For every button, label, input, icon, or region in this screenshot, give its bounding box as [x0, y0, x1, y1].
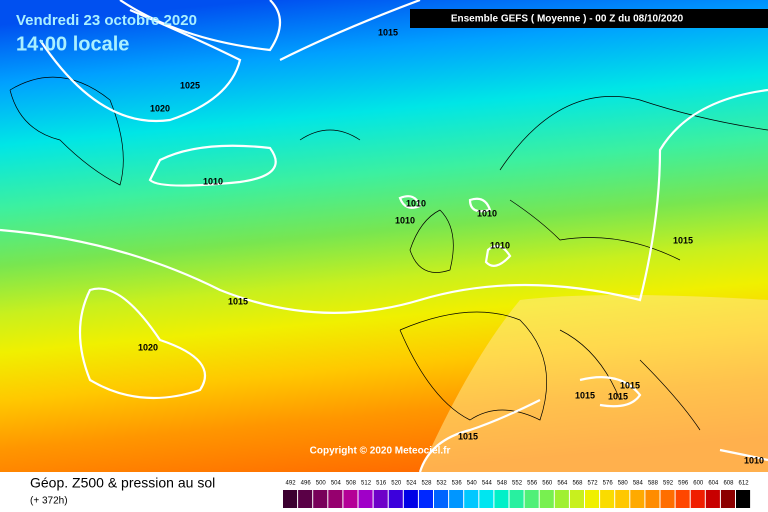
legend-label: 512 [361, 481, 372, 487]
map-time: 14:00 locale [16, 33, 129, 55]
legend-swatch [645, 490, 660, 508]
footer-lead: (+ 372h) [30, 496, 68, 507]
coastlines [9, 76, 768, 431]
legend-swatch [313, 490, 328, 508]
isobar-label: 1015 [228, 296, 248, 306]
isobar-label: 1020 [138, 342, 158, 352]
legend-swatch [358, 490, 373, 508]
legend: 492 496 500 504 508 512 516 520 524 528 532 536 540 5… [283, 481, 751, 508]
isobar-label: 1015 [608, 391, 628, 401]
legend-swatch [494, 490, 509, 508]
legend-label: 548 [497, 481, 508, 487]
legend-swatch [434, 490, 449, 508]
legend-swatch [283, 490, 298, 508]
isobar-label: 1010 [477, 208, 497, 218]
legend-swatch [585, 490, 600, 508]
isobar-label: 1015 [458, 431, 478, 441]
legend-label: 524 [406, 481, 417, 487]
copyright: Copyright © 2020 Meteociel.fr [310, 446, 451, 457]
isobar-label: 1010 [490, 240, 510, 250]
legend-swatch [615, 490, 630, 508]
legend-label: 568 [572, 481, 583, 487]
legend-swatch [298, 490, 313, 508]
legend-swatch [600, 490, 615, 508]
isobar-label: 1015 [673, 235, 693, 245]
legend-label: 556 [527, 481, 538, 487]
legend-swatch [705, 490, 720, 508]
legend-label: 576 [603, 481, 614, 487]
legend-label: 608 [723, 481, 734, 487]
legend-label: 504 [331, 481, 342, 487]
legend-swatch [388, 490, 403, 508]
legend-swatch [373, 490, 388, 508]
legend-label: 540 [467, 481, 478, 487]
legend-label: 544 [482, 481, 493, 487]
legend-swatch [403, 490, 418, 508]
legend-label: 600 [693, 481, 704, 487]
isobar-label: 1010 [744, 455, 764, 465]
legend-swatch [675, 490, 690, 508]
legend-swatch [736, 490, 751, 508]
legend-label: 500 [316, 481, 327, 487]
isobar-label: 1010 [406, 198, 426, 208]
legend-label: 552 [512, 481, 523, 487]
legend-swatch [630, 490, 645, 508]
legend-label: 592 [663, 481, 674, 487]
legend-swatch [328, 490, 343, 508]
legend-label: 528 [421, 481, 432, 487]
legend-swatch [509, 490, 524, 508]
legend-swatch [418, 490, 433, 508]
legend-swatch [343, 490, 358, 508]
legend-swatch [554, 490, 569, 508]
map-date: Vendredi 23 octobre 2020 [16, 12, 197, 29]
run-box [410, 9, 768, 28]
legend-label: 496 [301, 481, 312, 487]
isobar-label: 1020 [150, 103, 170, 113]
isobar-label: 1010 [203, 176, 223, 186]
legend-label: 532 [437, 481, 448, 487]
legend-swatch [449, 490, 464, 508]
legend-label: 572 [588, 481, 599, 487]
legend-swatch [464, 490, 479, 508]
legend-swatch [690, 490, 705, 508]
legend-label: 520 [391, 481, 402, 487]
isobar-label: 1015 [575, 390, 595, 400]
legend-label: 580 [618, 481, 629, 487]
legend-label: 508 [346, 481, 357, 487]
legend-label: 516 [376, 481, 387, 487]
legend-swatch [524, 490, 539, 508]
isobar-label: 1015 [378, 27, 398, 37]
isobars [0, 0, 768, 472]
legend-label: 584 [633, 481, 644, 487]
legend-label: 588 [648, 481, 659, 487]
legend-swatch [479, 490, 494, 508]
legend-swatch [539, 490, 554, 508]
legend-label: 564 [557, 481, 568, 487]
warm-zone [420, 295, 768, 472]
isobar-label: 1010 [395, 215, 415, 225]
legend-label: 536 [452, 481, 463, 487]
isobar-label: 1015 [620, 380, 640, 390]
legend-label: 596 [678, 481, 689, 487]
legend-label: 604 [708, 481, 719, 487]
legend-swatch [720, 490, 735, 508]
isobar-label: 1025 [180, 80, 200, 90]
legend-swatch [569, 490, 584, 508]
run-info: Ensemble GEFS ( Moyenne ) - 00 Z du 08/1… [451, 14, 684, 25]
footer-title: Géop. Z500 & pression au sol [30, 475, 215, 491]
legend-label: 612 [739, 481, 750, 487]
legend-label: 492 [286, 481, 297, 487]
legend-label: 560 [542, 481, 553, 487]
legend-swatch [660, 490, 675, 508]
